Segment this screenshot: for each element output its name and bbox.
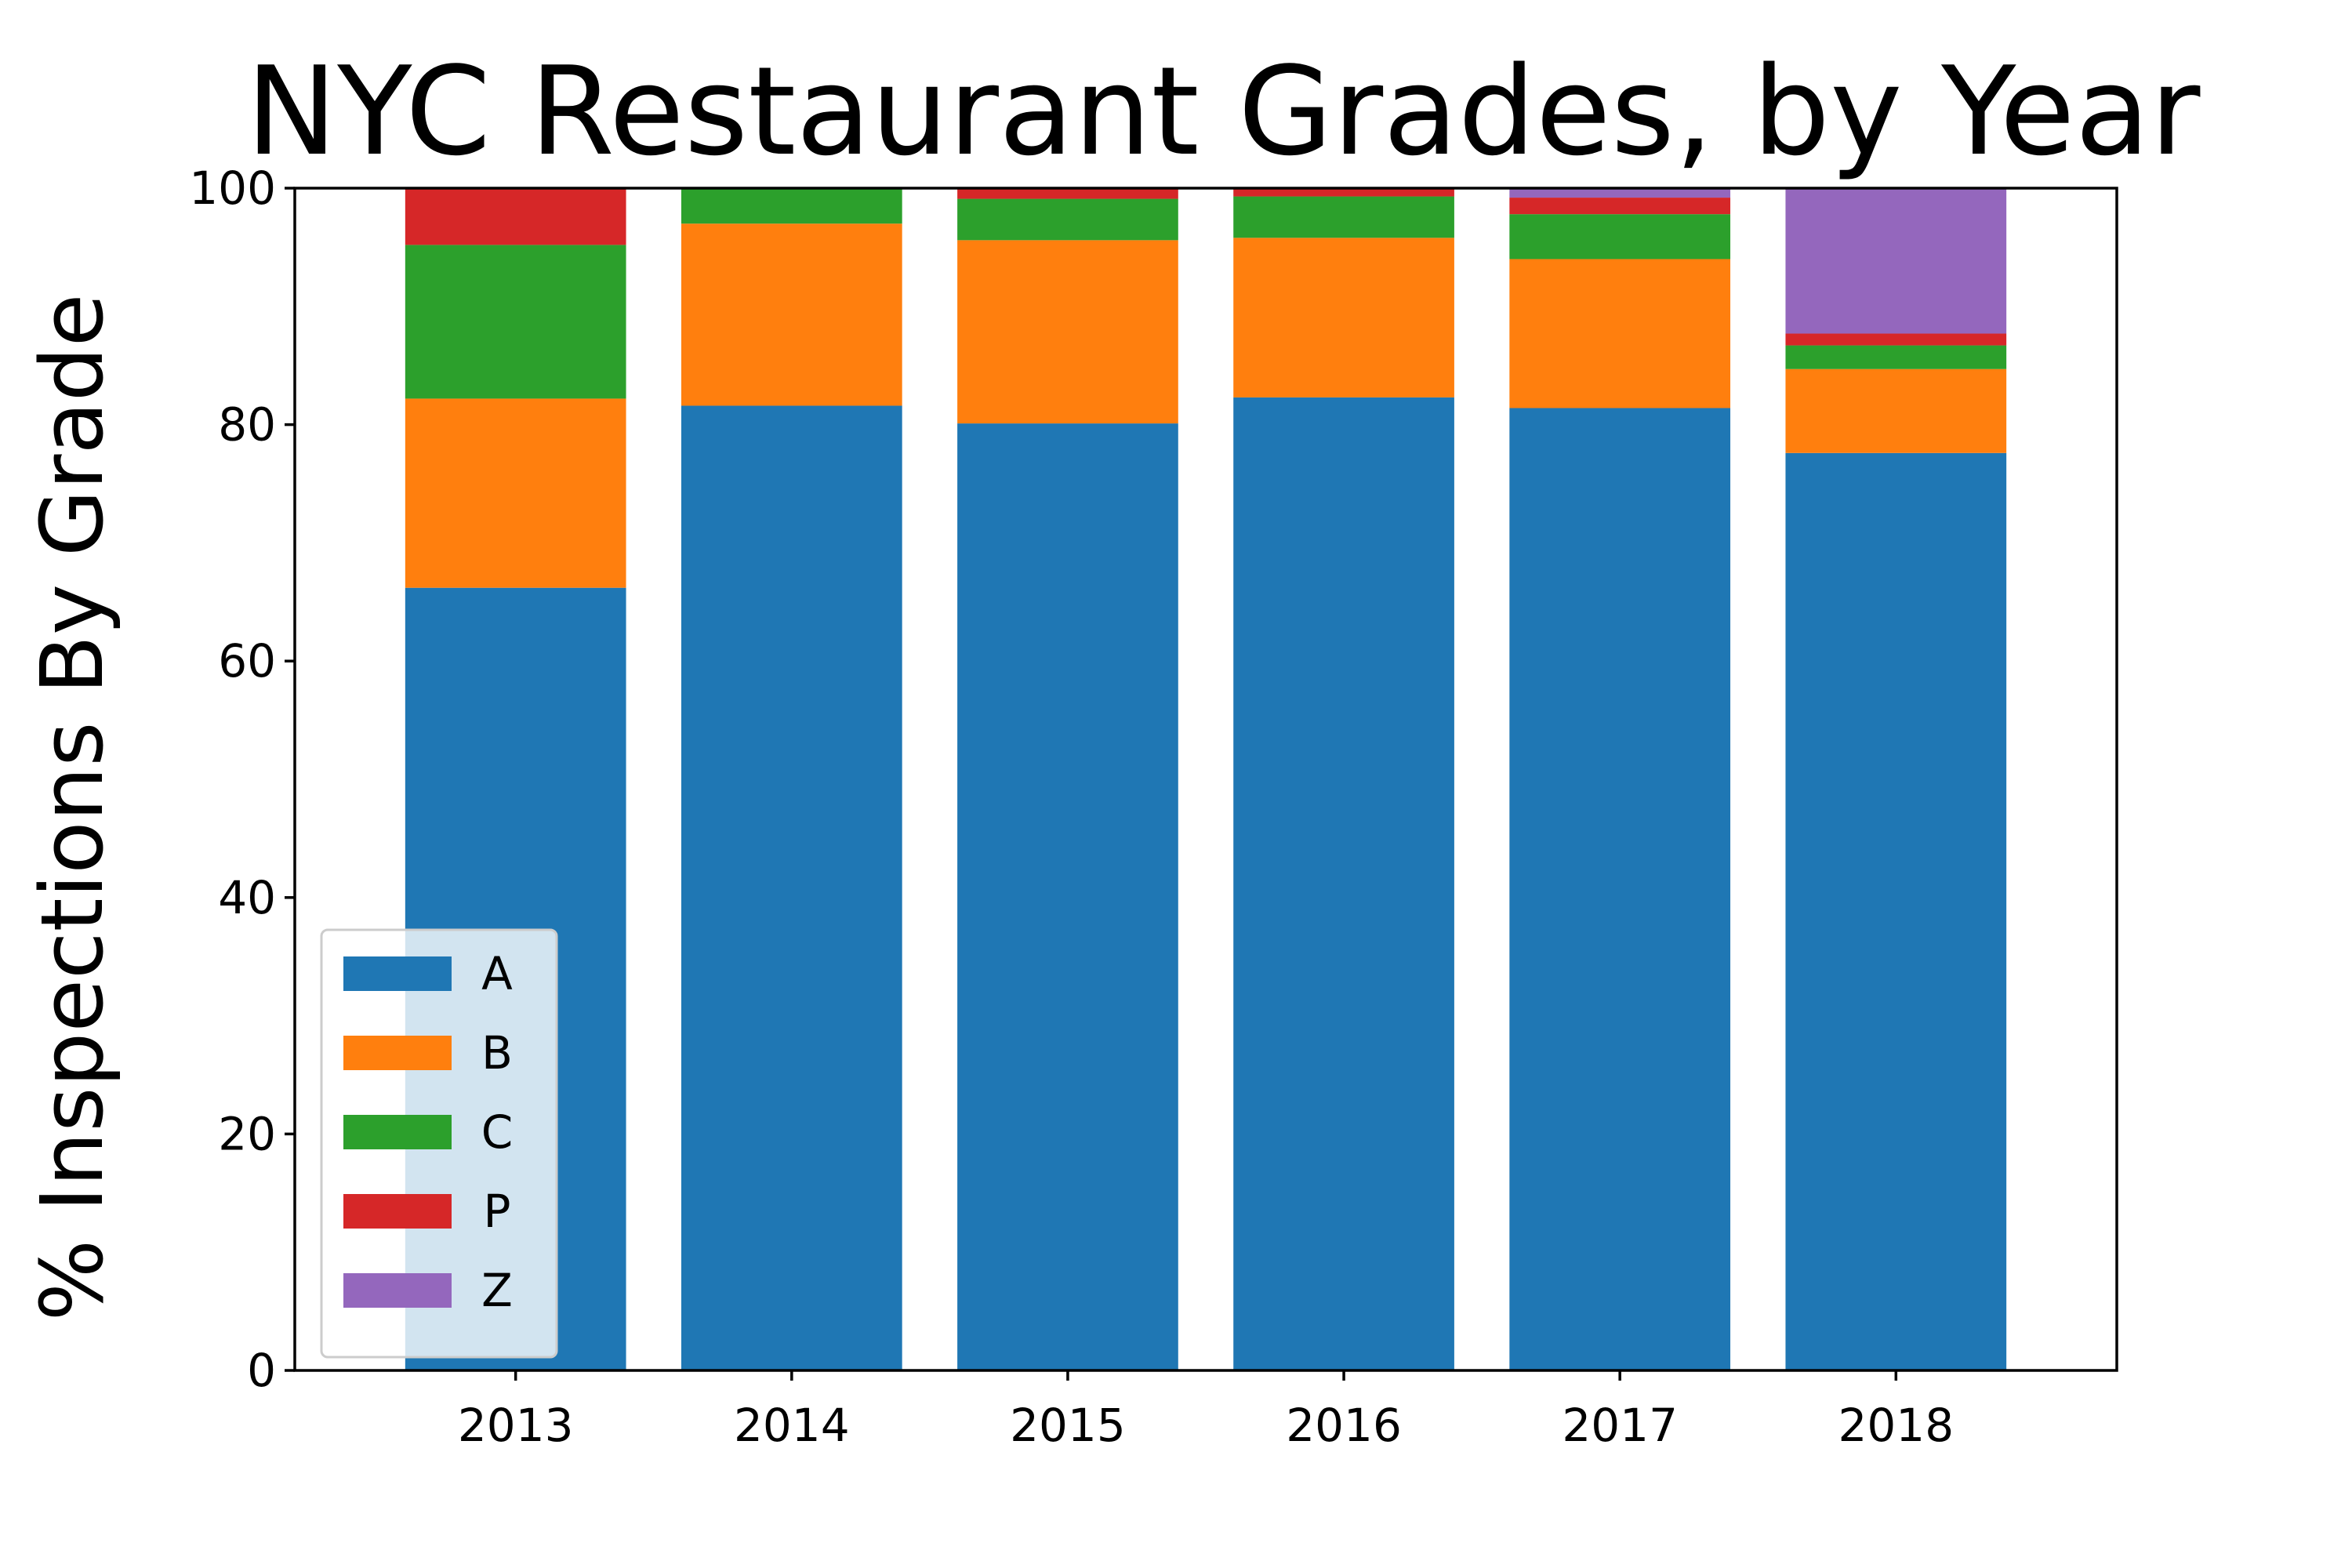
bar-2017-Z bbox=[1509, 188, 1731, 198]
legend-swatch-Z bbox=[343, 1273, 452, 1308]
bar-2015-P bbox=[957, 188, 1178, 199]
y-tick-label: 80 bbox=[218, 398, 276, 452]
bar-2017-C bbox=[1509, 214, 1731, 260]
legend-label-Z: Z bbox=[481, 1264, 513, 1317]
bar-2016-A bbox=[1233, 397, 1454, 1370]
x-tick-label: 2018 bbox=[1838, 1399, 1954, 1452]
bar-2013-B bbox=[405, 398, 626, 588]
x-tick-label: 2015 bbox=[1010, 1399, 1126, 1452]
bar-2018-C bbox=[1785, 345, 2007, 369]
bar-2017-A bbox=[1509, 408, 1731, 1370]
y-tick-label: 40 bbox=[218, 871, 276, 924]
bar-2016-P bbox=[1233, 188, 1454, 197]
bar-2018-A bbox=[1785, 452, 2007, 1370]
legend-label-P: P bbox=[484, 1185, 511, 1238]
bar-2016-C bbox=[1233, 196, 1454, 238]
bar-2013-P bbox=[405, 188, 626, 245]
bar-2017-P bbox=[1509, 198, 1731, 215]
x-tick-label: 2014 bbox=[734, 1399, 850, 1452]
bar-2016-B bbox=[1233, 238, 1454, 397]
x-axis-ticks: 2013 2014 2015 2016 2017 2018 bbox=[458, 1370, 1954, 1452]
x-tick-label: 2013 bbox=[458, 1399, 574, 1452]
bar-2018-B bbox=[1785, 368, 2007, 453]
legend-swatch-P bbox=[343, 1194, 452, 1229]
legend-swatch-C bbox=[343, 1115, 452, 1149]
y-axis-ticks: 0 20 40 60 80 100 bbox=[189, 162, 295, 1397]
x-tick-label: 2017 bbox=[1562, 1399, 1678, 1452]
y-tick-label: 0 bbox=[247, 1344, 276, 1397]
bar-2014-C bbox=[681, 188, 902, 224]
bar-2018-Z bbox=[1785, 188, 2007, 334]
chart-title: NYC Restaurant Grades, by Year bbox=[246, 40, 2201, 183]
bar-2015-C bbox=[957, 198, 1178, 241]
bar-2013-C bbox=[405, 245, 626, 399]
y-tick-label: 100 bbox=[189, 162, 276, 215]
y-tick-label: 20 bbox=[218, 1107, 276, 1160]
legend-label-A: A bbox=[481, 947, 513, 1000]
bar-2017-B bbox=[1509, 259, 1731, 408]
bar-2015-A bbox=[957, 423, 1178, 1370]
legend-label-C: C bbox=[481, 1105, 514, 1159]
bars-layer bbox=[405, 188, 2007, 1371]
legend-label-B: B bbox=[481, 1026, 513, 1080]
legend-swatch-A bbox=[343, 956, 452, 991]
bar-2014-B bbox=[681, 223, 902, 406]
y-axis-label: % Inspections By Grade bbox=[22, 294, 122, 1322]
bar-2018-P bbox=[1785, 333, 2007, 346]
bar-2015-B bbox=[957, 240, 1178, 424]
bar-2014-A bbox=[681, 405, 902, 1371]
x-tick-label: 2016 bbox=[1286, 1399, 1402, 1452]
legend-swatch-B bbox=[343, 1036, 452, 1070]
plot-frame bbox=[293, 187, 2118, 1372]
y-tick-label: 60 bbox=[218, 634, 276, 688]
